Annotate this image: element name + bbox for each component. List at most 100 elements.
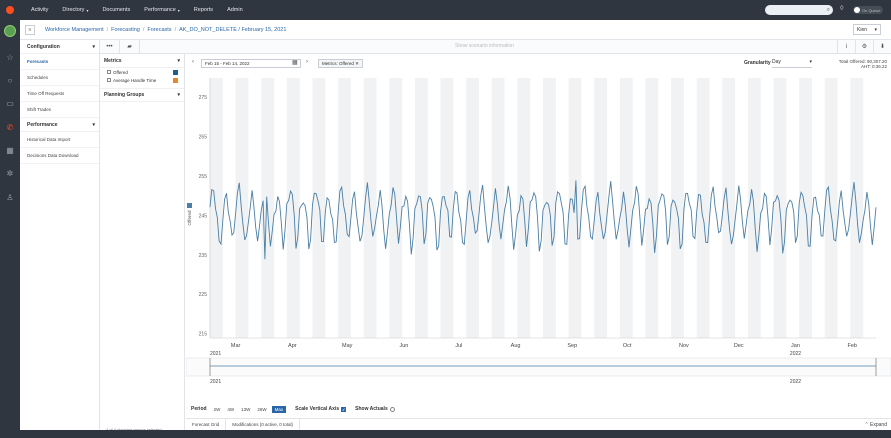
- planning-groups-header[interactable]: Planning Groups ▾: [100, 88, 184, 102]
- chevron-down-icon: ▾: [874, 26, 877, 33]
- checkbox[interactable]: ✓: [341, 406, 347, 412]
- series-line-offered: [209, 180, 877, 260]
- x-tick-label: Dec: [734, 343, 744, 349]
- nav-label: Directory: [62, 7, 85, 13]
- planning-groups-footer: 4 of 4 planning groups selected: [106, 427, 162, 432]
- y-tick-label: 275: [199, 95, 208, 101]
- granularity-select[interactable]: Day ▾: [772, 59, 812, 68]
- overview-navigator: [186, 357, 891, 377]
- sidebar-item-historical-data-import[interactable]: Historical Data Import: [20, 132, 99, 148]
- top-nav: Activity Directory ▾ Documents Performanc…: [24, 7, 250, 13]
- period-2w-button[interactable]: 2W: [213, 406, 221, 412]
- user-add-icon[interactable]: ♙: [6, 193, 14, 202]
- info-icon[interactable]: i: [837, 40, 855, 54]
- layers-icon[interactable]: ▰: [120, 39, 140, 54]
- breadcrumb-item[interactable]: Workforce Management: [45, 26, 104, 33]
- forecast-chart[interactable]: 215 225 235 245 255 265 275 Offered Mar Apr May Jun…: [186, 70, 891, 400]
- week-band: [619, 78, 633, 338]
- granularity-value: Day: [772, 59, 781, 65]
- y-axis-label: Offered: [187, 210, 192, 225]
- nav-activity[interactable]: Activity: [24, 7, 55, 13]
- period-max-button[interactable]: Max: [271, 405, 287, 413]
- week-band: [671, 78, 684, 338]
- metric-label: Offered: [113, 69, 128, 75]
- year-label: 2021: [210, 351, 221, 357]
- nav-documents[interactable]: Documents: [95, 7, 137, 13]
- scale-vertical-axis-toggle[interactable]: Scale Vertical Axis ✓: [295, 406, 347, 412]
- gear-icon[interactable]: ✲: [6, 169, 14, 178]
- sidebar-item-schedules[interactable]: Schedules: [20, 70, 99, 86]
- search-input[interactable]: ⌕: [765, 5, 833, 15]
- collapse-sidebar-button[interactable]: ≡: [25, 24, 35, 35]
- metric-checkbox[interactable]: [107, 70, 111, 74]
- nav-label: Performance: [144, 7, 176, 13]
- breadcrumb-item[interactable]: Forecasting: [111, 26, 140, 33]
- section-title: Performance: [27, 121, 58, 128]
- language-select[interactable]: Kien ▾: [853, 24, 881, 35]
- prev-range-icon[interactable]: ‹: [192, 59, 194, 65]
- chat-icon[interactable]: ○: [7, 76, 13, 85]
- metric-row-aht[interactable]: Average Handle Time: [100, 76, 184, 84]
- period-4w-button[interactable]: 4W: [227, 406, 235, 412]
- series-color-swatch: [173, 77, 178, 83]
- more-options-button[interactable]: •••: [100, 39, 120, 54]
- totals-summary: Total Offered: 90,307.20 AHT: 0:36.22: [839, 59, 887, 69]
- breadcrumb-separator: /: [106, 26, 109, 33]
- calendar-icon[interactable]: ▦: [292, 60, 298, 66]
- avatar[interactable]: [4, 25, 16, 37]
- next-range-icon[interactable]: ›: [306, 59, 308, 65]
- chevron-down-icon: ▾: [809, 59, 812, 65]
- nav-performance[interactable]: Performance ▾: [137, 7, 187, 13]
- nav-directory[interactable]: Directory ▾: [55, 7, 95, 13]
- status-label: On Queue: [862, 7, 881, 13]
- checkbox[interactable]: [389, 406, 395, 412]
- sidebar-section-performance[interactable]: Performance ▾: [20, 118, 99, 132]
- sidebar-item-time-off-requests[interactable]: Time Off Requests: [20, 86, 99, 102]
- metric-row-offered[interactable]: Offered: [100, 68, 184, 76]
- metrics-header[interactable]: Metrics ▾: [100, 54, 184, 68]
- nav-reports[interactable]: Reports: [187, 7, 220, 13]
- show-actuals-toggle[interactable]: Show Actuals: [355, 406, 395, 412]
- expand-button[interactable]: ⌃ Expand: [864, 422, 887, 428]
- logo-icon: [6, 6, 14, 14]
- y-tick-label: 265: [199, 135, 208, 141]
- sidebar-item-forecasts[interactable]: Forecasts: [20, 54, 99, 70]
- calendar-icon[interactable]: ▦: [6, 146, 14, 155]
- series-color-swatch: [187, 203, 192, 208]
- y-tick-label: 215: [199, 332, 208, 338]
- bell-icon[interactable]: ◊: [840, 5, 844, 12]
- star-icon[interactable]: ☆: [6, 53, 14, 62]
- period-26w-button[interactable]: 26W: [257, 406, 267, 412]
- sidebar-section-configuration[interactable]: Configuration ▾: [20, 40, 99, 54]
- metrics-panel: Metrics ▾ Offered Average Handle Time Pla…: [100, 54, 185, 438]
- metric-checkbox[interactable]: [107, 78, 111, 82]
- metric-label: Average Handle Time: [113, 77, 157, 83]
- video-icon[interactable]: ▭: [6, 99, 14, 108]
- x-tick-label: Sep: [567, 343, 577, 349]
- nav-admin[interactable]: Admin: [220, 7, 250, 13]
- breadcrumb-separator: /: [142, 26, 145, 33]
- breadcrumb-separator: /: [174, 26, 177, 33]
- gear-icon[interactable]: ⚙: [855, 40, 873, 54]
- period-13w-button[interactable]: 13W: [241, 406, 251, 412]
- date-range-field[interactable]: Feb 15 - Feb 14, 2022: [201, 59, 301, 68]
- metrics-title: Metrics: [104, 57, 122, 64]
- search-icon: ⌕: [826, 6, 830, 13]
- status-toggle[interactable]: On Queue: [853, 6, 883, 14]
- download-icon[interactable]: ⬇: [873, 40, 891, 54]
- chevron-down-icon: ▾: [177, 57, 180, 64]
- week-band: [799, 78, 812, 338]
- sidebar-item-shift-trades[interactable]: Shift Trades: [20, 102, 99, 118]
- metric-filter-chip[interactable]: Metrics: Offered ✕: [318, 59, 363, 68]
- x-tick-label: Mar: [231, 343, 241, 349]
- app-logo[interactable]: [0, 0, 20, 20]
- breadcrumb-item: AK_DO_NOT_DELETE / February 15, 2021: [179, 26, 287, 33]
- tab-forecast-grid[interactable]: Forecast Grid: [186, 418, 227, 431]
- x-tick-label: Feb: [847, 343, 856, 349]
- sidebar-item-decisions-data-download[interactable]: Decisions Data Download: [20, 148, 99, 164]
- breadcrumb-item[interactable]: Forecasts: [147, 26, 172, 33]
- overview-year-label: 2021: [210, 379, 221, 385]
- scenario-info-link[interactable]: Show scenario information: [455, 43, 514, 49]
- tab-modifications[interactable]: Modifications (0 active, 0 total): [226, 418, 301, 431]
- phone-icon[interactable]: ✆: [6, 123, 14, 132]
